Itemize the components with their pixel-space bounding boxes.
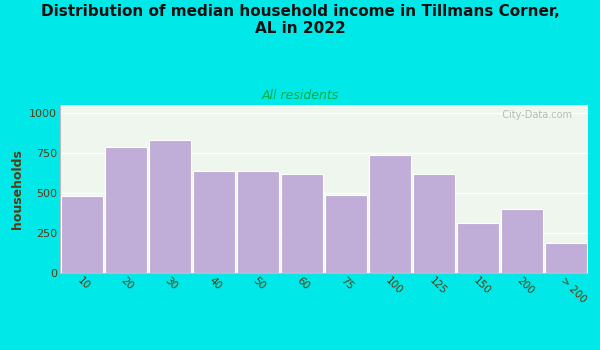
Bar xyxy=(281,174,323,273)
Text: Distribution of median household income in Tillmans Corner,
AL in 2022: Distribution of median household income … xyxy=(41,4,559,36)
Bar xyxy=(369,155,411,273)
Bar xyxy=(193,170,235,273)
Bar xyxy=(457,223,499,273)
Bar xyxy=(105,147,147,273)
Bar xyxy=(61,196,103,273)
Bar xyxy=(545,243,587,273)
Text: City-Data.com: City-Data.com xyxy=(496,110,572,120)
Bar xyxy=(149,140,191,273)
Bar xyxy=(237,170,279,273)
Bar xyxy=(413,174,455,273)
Text: All residents: All residents xyxy=(262,89,338,102)
Y-axis label: households: households xyxy=(11,149,23,229)
Bar xyxy=(501,209,543,273)
Bar xyxy=(325,195,367,273)
